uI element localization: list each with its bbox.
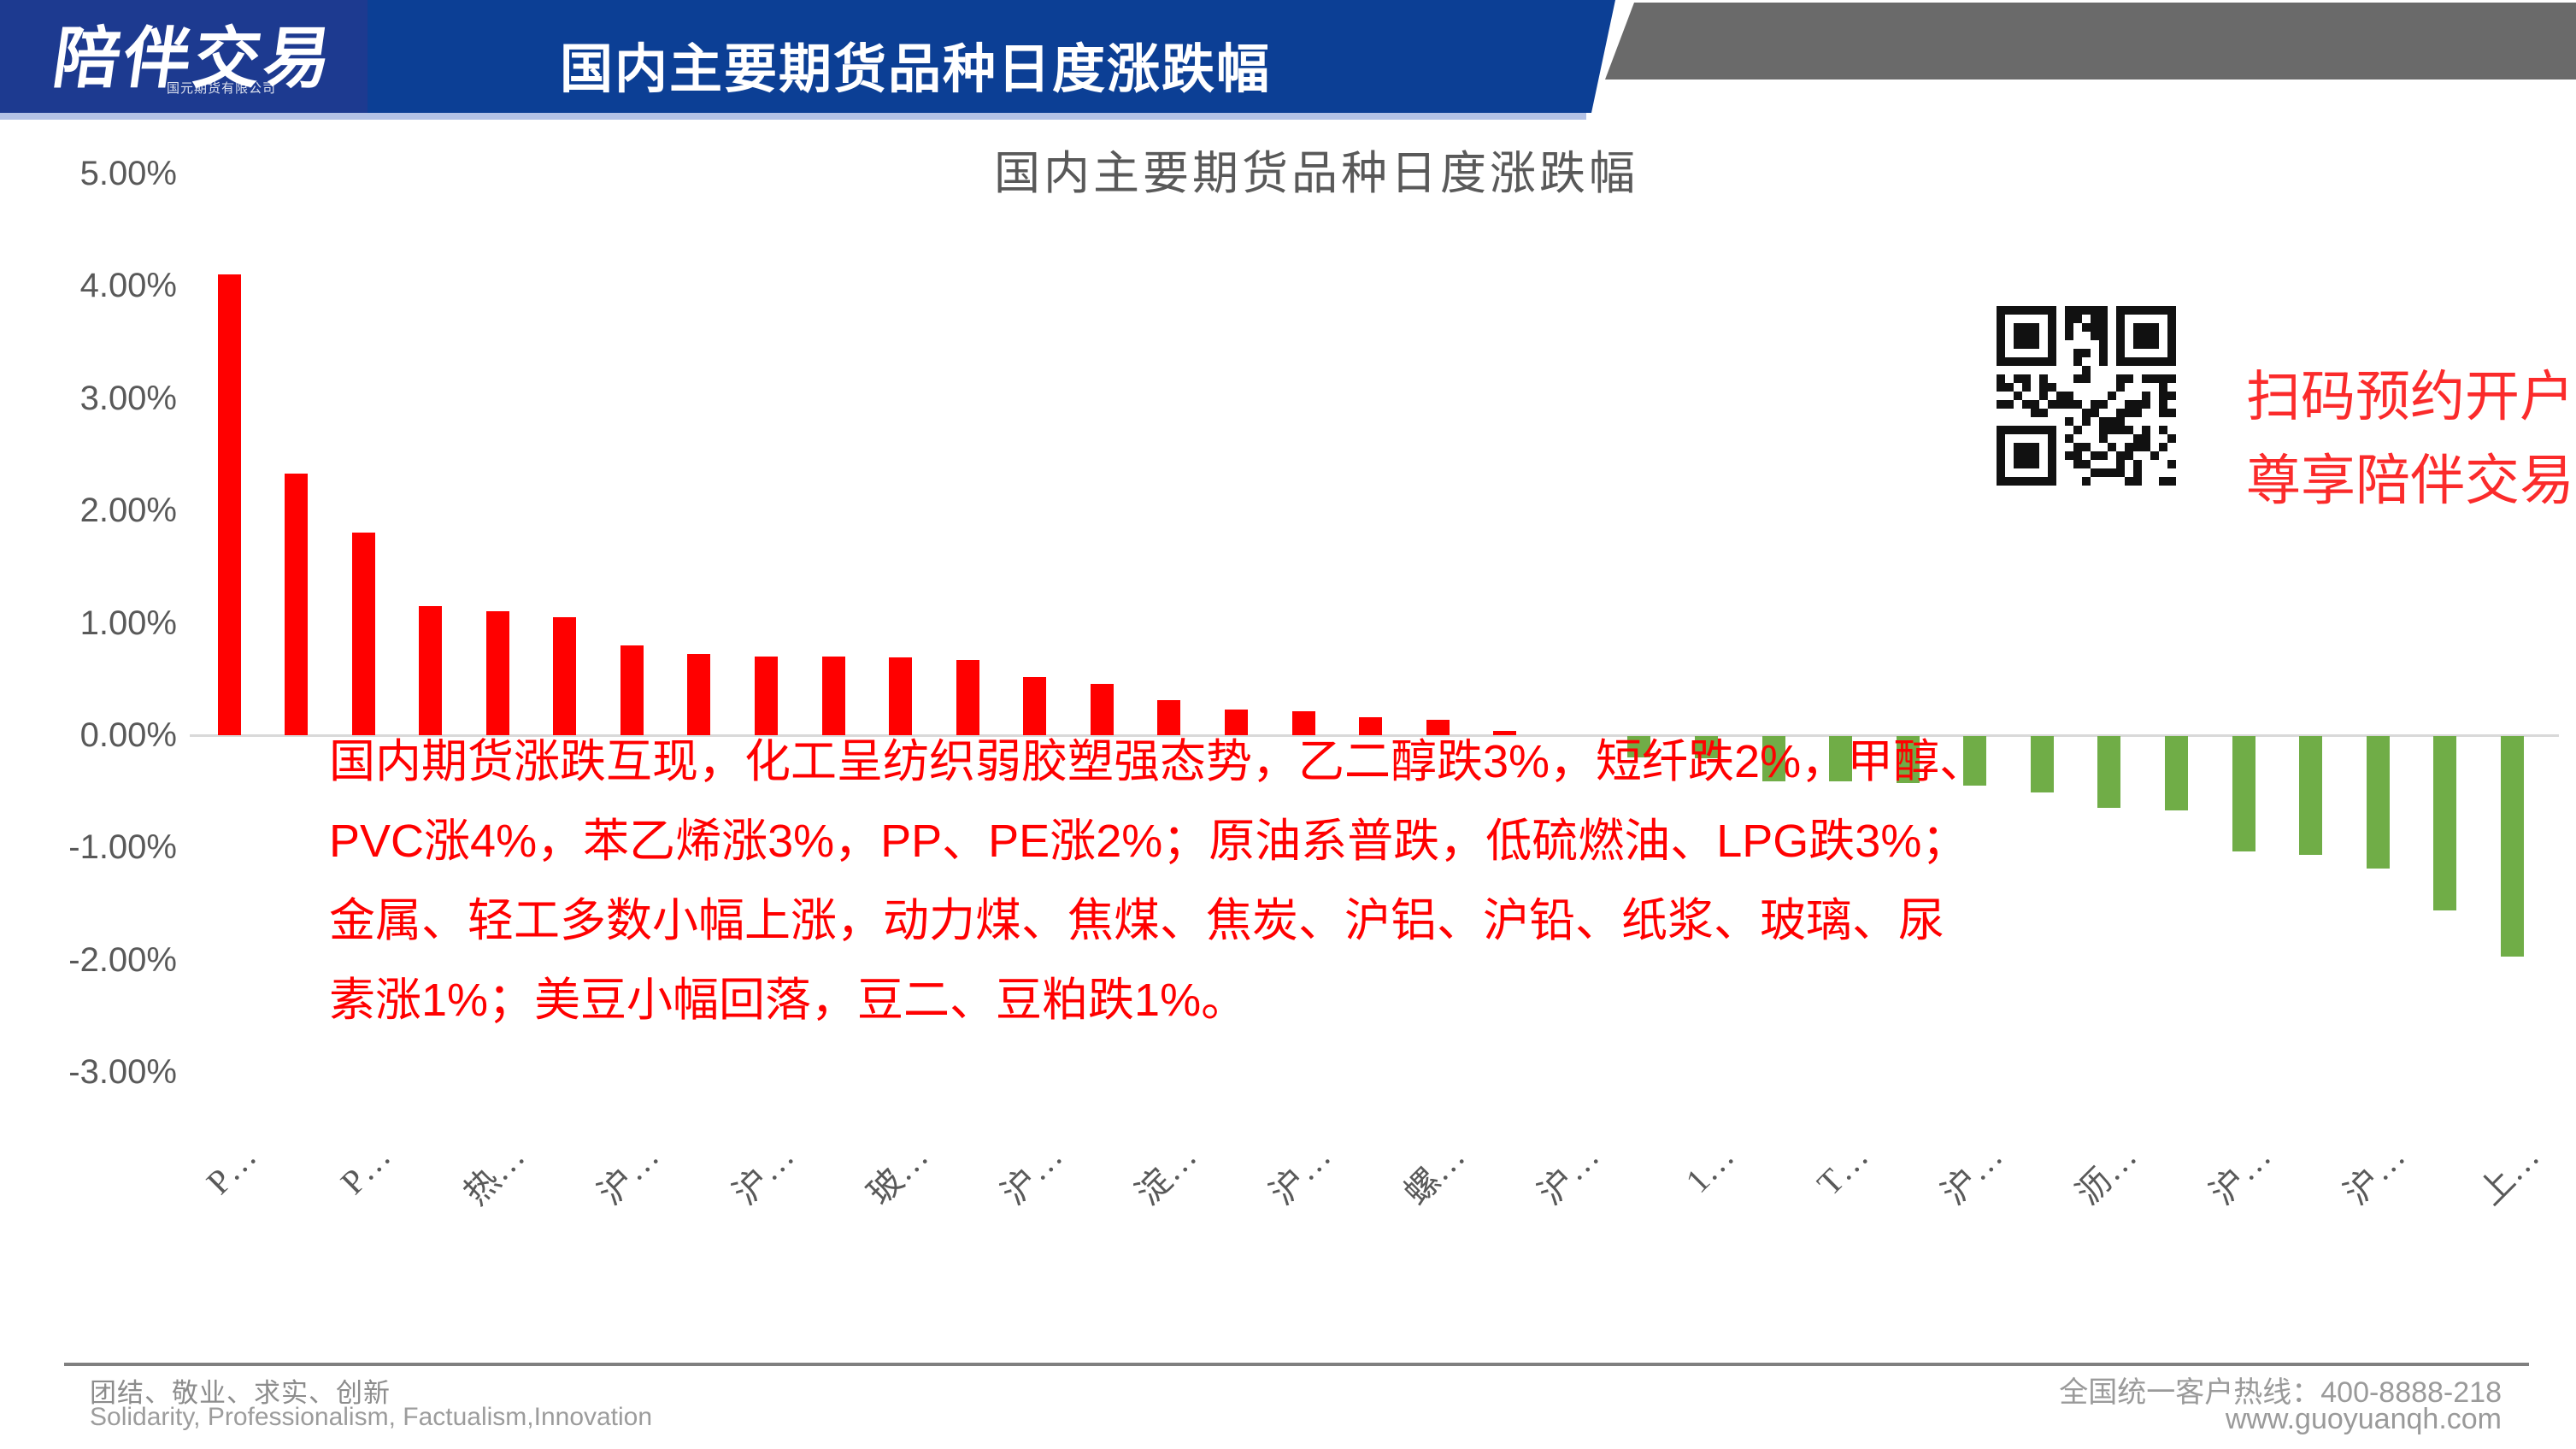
y-axis-tick-label: 1.00% — [79, 604, 177, 642]
bar — [553, 617, 577, 735]
bar — [1090, 683, 1114, 735]
x-axis-tick-label: 沪… — [2337, 1136, 2413, 1213]
x-axis-tick-label: 沪… — [1933, 1136, 2010, 1213]
bar — [1426, 719, 1450, 735]
x-axis-tick-label: 淀… — [1128, 1136, 1204, 1213]
x-axis-tick-label: T… — [1808, 1136, 1876, 1204]
x-axis-tick-label: 沥… — [2068, 1136, 2144, 1213]
annotation-line: 国内期货涨跌互现，化工呈纺织弱胶塑强态势，乙二醇跌3%，短纤跌2%，甲醇、 — [329, 736, 1986, 787]
bar — [2433, 736, 2457, 910]
y-axis-tick-label: 4.00% — [79, 267, 177, 305]
bar — [1829, 736, 1853, 781]
footer-motto-cn: 团结、敬业、求实、创新 — [90, 1378, 391, 1408]
y-axis-tick-label: 5.00% — [79, 155, 177, 192]
bar — [351, 533, 375, 735]
bar — [1493, 730, 1517, 735]
x-axis-tick-label: 热… — [456, 1136, 532, 1213]
bar — [821, 657, 845, 735]
header-accent-stripe — [0, 112, 1586, 120]
bar — [889, 657, 913, 735]
bar — [2500, 736, 2524, 957]
bar — [2097, 736, 2121, 809]
x-axis-tick-label: P… — [332, 1136, 398, 1202]
y-axis-tick-label: -2.00% — [68, 940, 177, 979]
logo-subtext: 国元期货有限公司 — [167, 81, 277, 96]
header-gray-ribbon — [1605, 3, 2576, 80]
x-axis-tick-label: 沪… — [725, 1136, 802, 1213]
bar — [1359, 716, 1383, 735]
bar — [1225, 709, 1249, 735]
y-axis-tick-label: 2.00% — [79, 492, 177, 530]
x-axis-tick-label: 1… — [1677, 1136, 1742, 1200]
y-axis-tick-label: -1.00% — [68, 828, 177, 867]
bar — [1761, 736, 1785, 781]
x-axis-tick-label: 沪… — [1262, 1136, 1338, 1213]
y-axis-tick-label: 0.00% — [79, 716, 177, 754]
bar — [620, 645, 644, 735]
bar — [956, 659, 979, 735]
footer-divider — [64, 1363, 2529, 1366]
bar — [1291, 711, 1315, 735]
bar — [217, 274, 241, 735]
chart-title: 国内主要期货品种日度涨跌幅 — [994, 148, 1638, 199]
bar — [2030, 736, 2054, 792]
bar — [1627, 736, 1651, 757]
bar — [687, 654, 711, 735]
header-title-bar — [368, 0, 1615, 113]
x-axis-zero-line — [190, 734, 2559, 737]
qr-code-pattern — [1997, 306, 2176, 486]
bar — [1896, 736, 1920, 784]
commentary-annotation: 国内期货涨跌互现，化工呈纺织弱胶塑强态势，乙二醇跌3%，短纤跌2%，甲醇、 PV… — [329, 722, 1985, 1040]
footer-motto-en: Solidarity, Professionalism, Factualism,… — [90, 1403, 653, 1431]
x-axis-tick-label: 沪… — [591, 1136, 667, 1213]
logo-block: 陪伴交易 国元期货有限公司 — [0, 0, 368, 113]
annotation-line: 素涨1%；美豆小幅回落，豆二、豆粕跌1%。 — [329, 975, 1248, 1026]
bar — [1695, 736, 1719, 759]
header: 陪伴交易 国元期货有限公司 国内主要期货品种日度涨跌幅 — [0, 0, 2576, 120]
bar — [1157, 700, 1181, 735]
footer-website: www.guoyuanqh.com — [2225, 1403, 2502, 1435]
bar — [2299, 736, 2323, 856]
annotation-line: 金属、轻工多数小幅上涨，动力煤、焦煤、焦炭、沪铝、沪铅、纸浆、玻璃、尿 — [329, 895, 1944, 946]
bar — [2165, 736, 2189, 810]
bar — [2232, 736, 2255, 852]
qr-caption-line2: 尊享陪伴交易 — [2246, 450, 2574, 511]
qr-code — [1991, 301, 2181, 491]
qr-caption-line1: 扫码预约开户 — [2246, 366, 2574, 427]
bar — [285, 473, 309, 735]
qr-caption: 扫码预约开户 尊享陪伴交易 — [2246, 355, 2574, 522]
y-axis-tick-label: -3.00% — [68, 1053, 177, 1092]
x-axis-tick-label: P… — [198, 1136, 264, 1202]
annotation-line: PVC涨4%，苯乙烯涨3%，PP、PE涨2%；原油系普跌，低硫燃油、LPG跌3%… — [329, 816, 1968, 867]
x-axis-tick-label: 螺… — [1397, 1136, 1473, 1213]
bar — [755, 657, 779, 735]
x-axis-tick-label: 上… — [2471, 1136, 2547, 1213]
bar — [2366, 736, 2390, 869]
header-title: 国内主要期货品种日度涨跌幅 — [560, 40, 1272, 99]
bar — [1023, 676, 1047, 735]
x-axis-tick-label: 玻… — [859, 1136, 936, 1213]
bar — [485, 611, 509, 735]
bar — [419, 605, 443, 735]
y-axis-tick-label: 3.00% — [79, 379, 177, 417]
x-axis-tick-label: 沪… — [2203, 1136, 2279, 1213]
bar — [1963, 736, 1987, 786]
x-axis-tick-label: 沪… — [1531, 1136, 1607, 1213]
footer-hotline: 全国统一客户热线：400-8888-218 — [2059, 1376, 2502, 1409]
x-axis-tick-label: 沪… — [993, 1136, 1070, 1213]
